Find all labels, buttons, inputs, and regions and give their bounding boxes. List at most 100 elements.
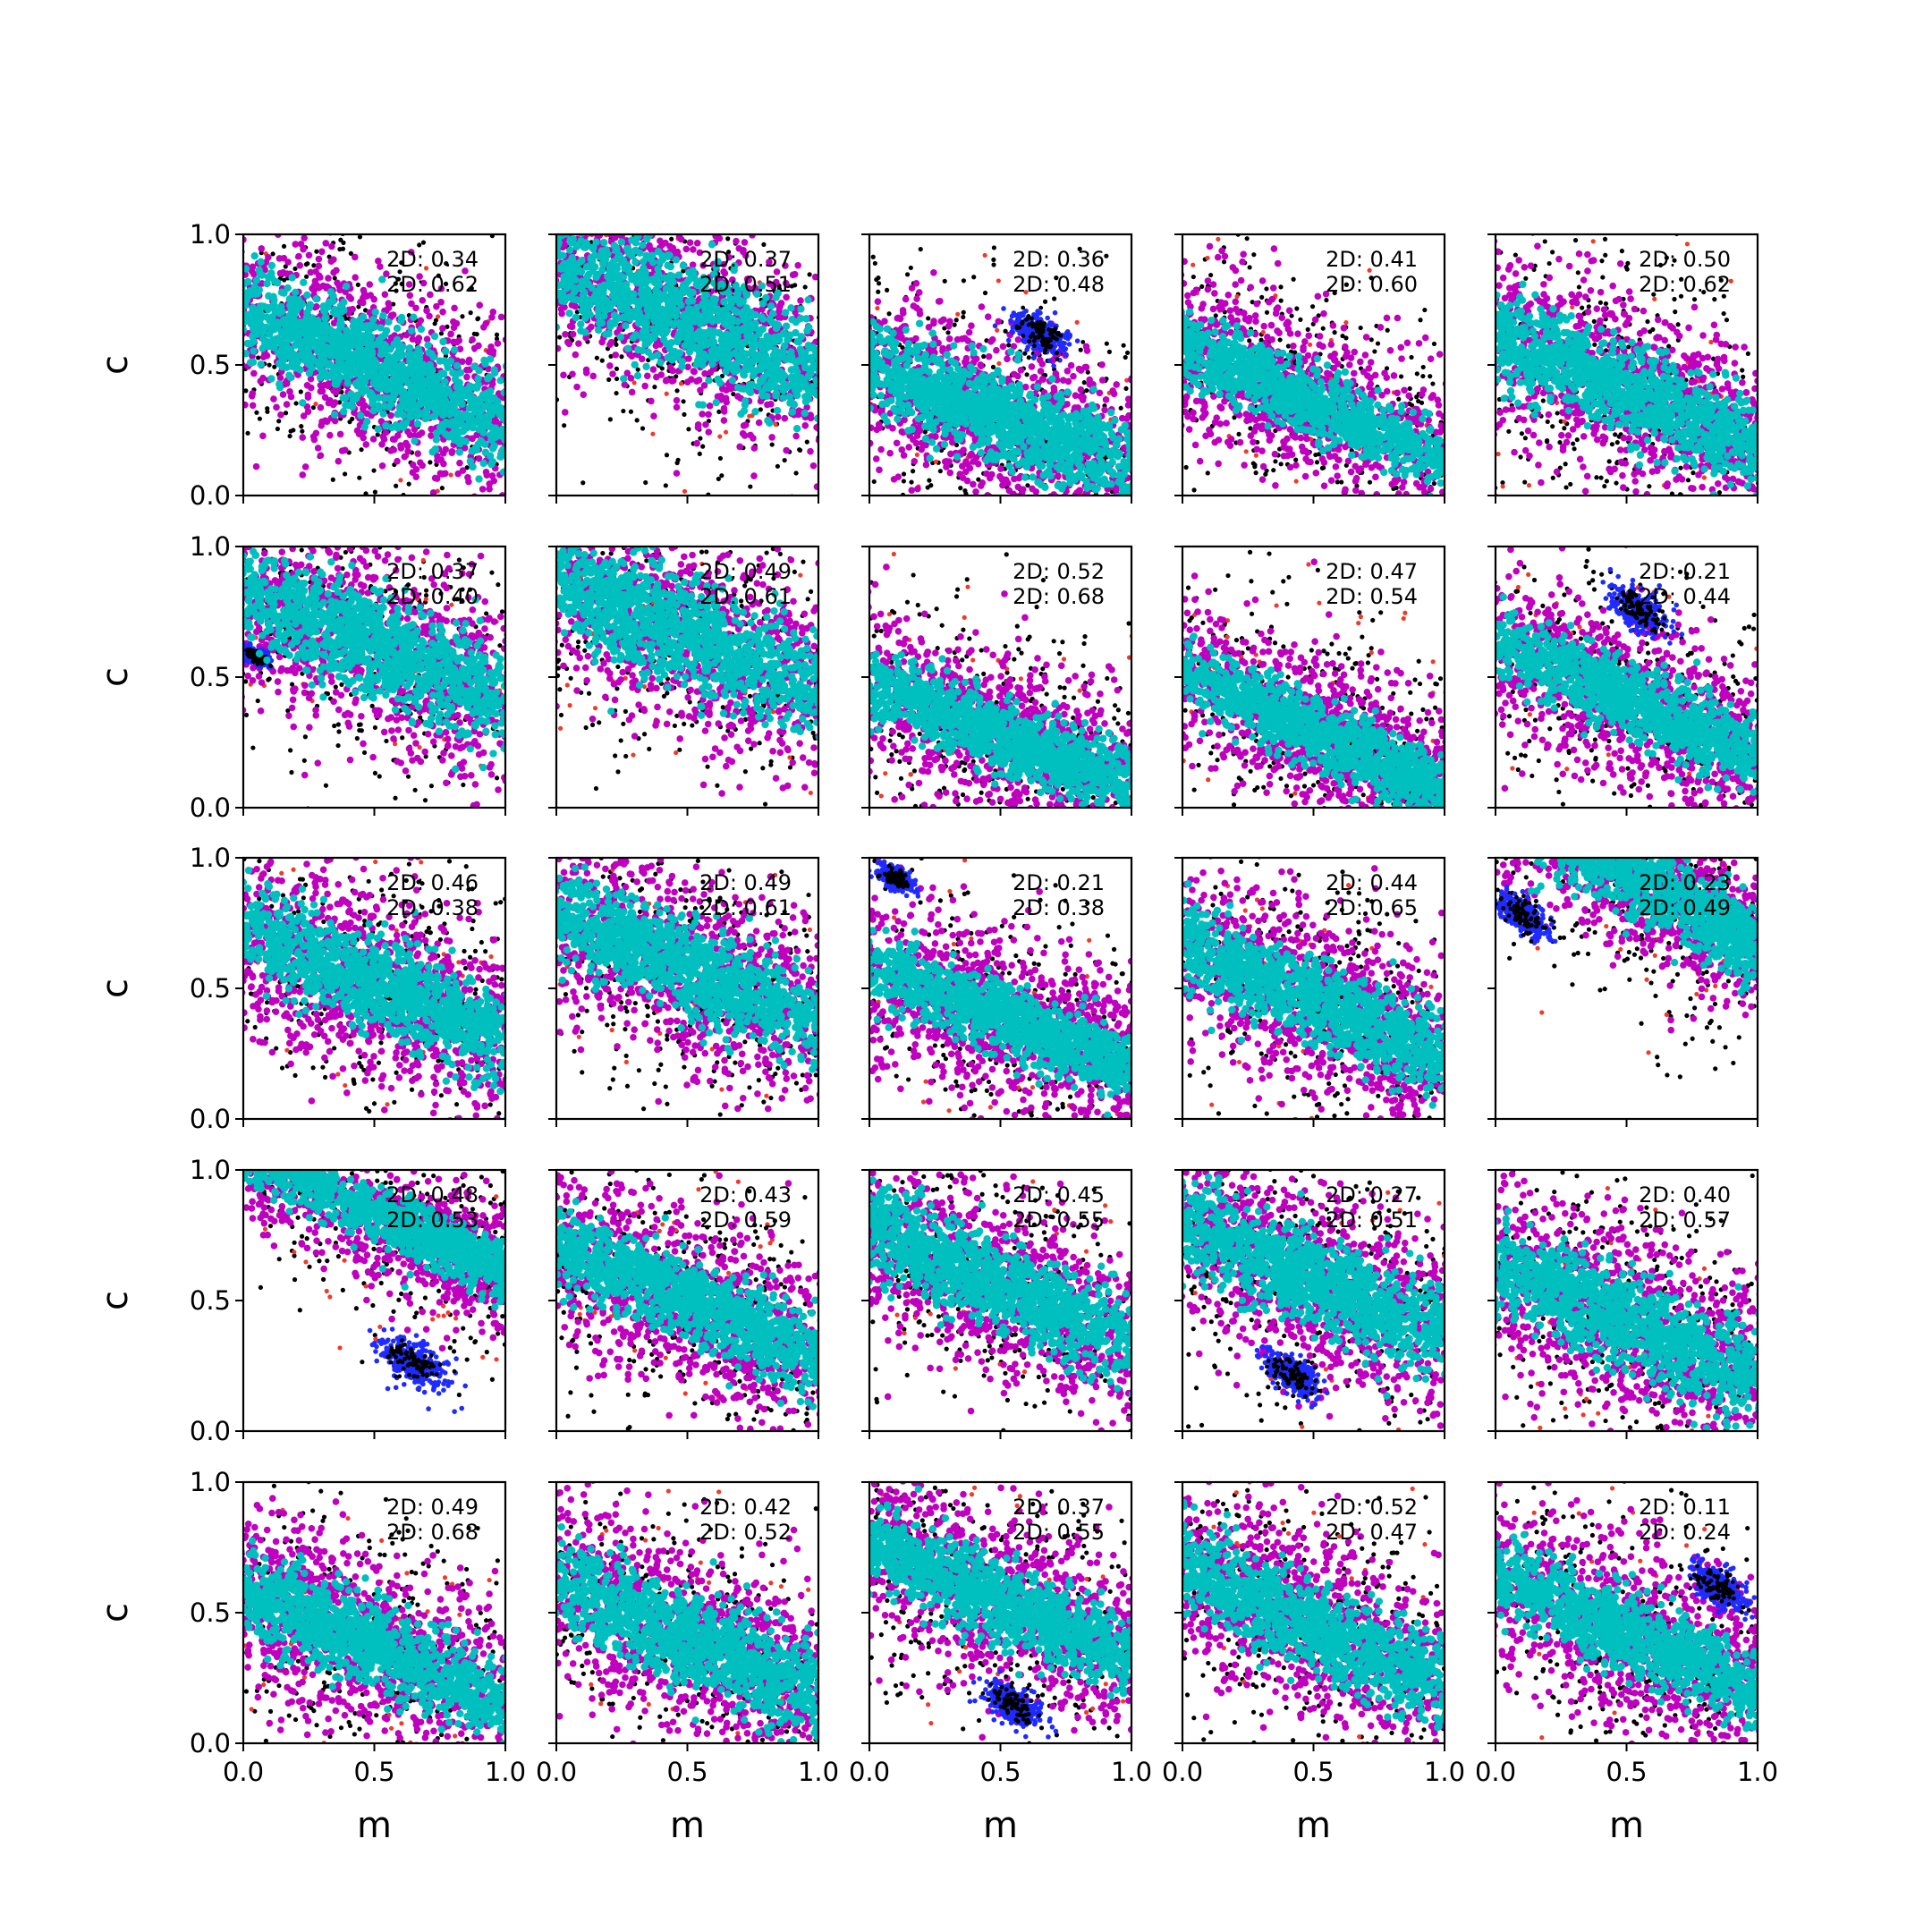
cyan-point (344, 371, 352, 378)
cyan-point (803, 326, 810, 334)
black-point (495, 333, 499, 337)
black-point (557, 335, 562, 339)
black-point (271, 251, 275, 256)
magenta-point (360, 435, 367, 442)
black-point (1025, 483, 1030, 487)
magenta-point (558, 310, 565, 318)
cyan-point (740, 298, 747, 305)
black-point (876, 275, 880, 280)
cyan-point (600, 239, 607, 246)
cyan-point (688, 272, 695, 279)
magenta-point (486, 480, 493, 487)
magenta-point (402, 440, 410, 447)
cyan-point (595, 305, 602, 312)
cyan-point (348, 329, 355, 336)
cyan-point (772, 392, 779, 399)
cyan-point (600, 260, 607, 267)
black-point (797, 447, 801, 452)
cyan-point (280, 289, 287, 296)
black-point (619, 354, 623, 359)
cyan-point (418, 326, 425, 333)
cyan-point (729, 377, 736, 384)
black-point (1104, 254, 1108, 258)
cyan-point (445, 433, 453, 440)
cyan-point (742, 363, 750, 370)
cyan-point (645, 276, 652, 284)
black-point (267, 362, 271, 367)
cyan-point (696, 352, 703, 360)
cyan-point (462, 422, 470, 429)
cyan-point (606, 280, 614, 287)
magenta-point (308, 385, 315, 392)
magenta-point (764, 402, 771, 409)
cyan-point (578, 282, 585, 289)
magenta-point (447, 331, 454, 338)
black-point (275, 427, 280, 431)
cyan-point (706, 327, 713, 335)
cyan-point (335, 310, 342, 318)
black-point (716, 410, 721, 414)
magenta-point (694, 240, 701, 247)
cyan-point (622, 284, 629, 292)
annotation-1: 2D: 0.37 (699, 247, 792, 272)
cyan-point (360, 313, 367, 320)
magenta-point (783, 447, 790, 454)
magenta-point (465, 479, 472, 486)
cyan-point (666, 318, 674, 326)
black-point (635, 418, 640, 422)
cyan-point (257, 302, 264, 309)
magenta-point (302, 463, 309, 470)
cyan-point (357, 411, 364, 419)
cyan-point (496, 377, 504, 384)
cyan-point (650, 312, 657, 319)
black-point (805, 440, 809, 445)
cyan-point (767, 316, 774, 323)
magenta-point (717, 393, 724, 400)
cyan-point (258, 360, 265, 368)
cyan-point (737, 385, 744, 392)
cyan-point (758, 313, 765, 320)
cyan-point (433, 436, 440, 443)
cyan-point (263, 313, 270, 320)
cyan-point (398, 360, 405, 368)
magenta-point (296, 262, 303, 269)
black-point (669, 237, 674, 242)
cyan-point (640, 269, 648, 276)
magenta-point (701, 370, 708, 377)
cyan-point (441, 378, 448, 386)
cyan-point (764, 417, 771, 424)
cyan-point (789, 408, 796, 415)
cyan-point (740, 325, 747, 332)
magenta-point (751, 445, 758, 452)
black-point (475, 332, 479, 336)
cyan-point (374, 377, 381, 384)
magenta-point (370, 436, 377, 443)
cyan-point (649, 326, 657, 333)
black-point (407, 482, 411, 487)
cyan-point (760, 374, 767, 381)
cyan-point (688, 314, 695, 321)
cyan-point (486, 373, 493, 380)
magenta-point (335, 458, 343, 465)
black-point (911, 469, 915, 473)
cyan-point (407, 413, 414, 420)
magenta-point (284, 258, 292, 266)
cyan-point (699, 361, 706, 369)
cyan-point (480, 422, 487, 429)
cyan-point (809, 362, 817, 369)
black-point (803, 284, 808, 289)
cyan-point (451, 346, 458, 353)
cyan-point (432, 445, 439, 453)
cyan-point (280, 356, 287, 363)
magenta-point (305, 392, 312, 399)
black-point (358, 234, 362, 239)
cyan-point (494, 398, 501, 405)
cyan-point (762, 384, 769, 391)
cyan-point (337, 323, 344, 330)
black-point (440, 486, 445, 490)
cyan-point (561, 277, 568, 284)
magenta-point (324, 418, 331, 425)
magenta-point (315, 445, 322, 452)
cyan-point (716, 379, 724, 386)
cyan-point (736, 354, 743, 361)
